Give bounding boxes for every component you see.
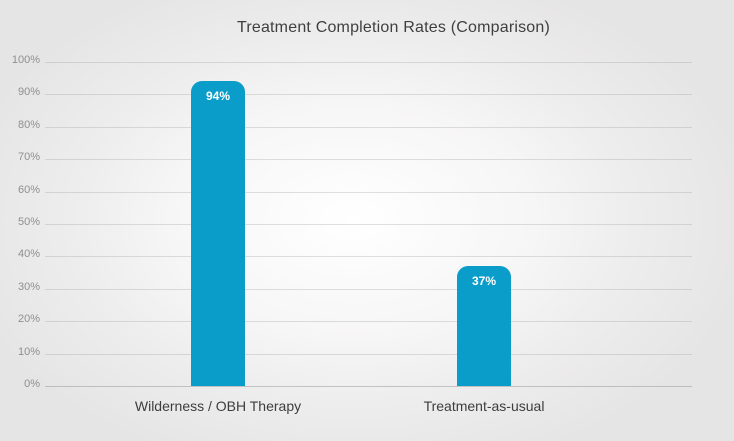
gridline-y20 (45, 321, 692, 322)
y-axis-tick-label: 60% (17, 184, 40, 196)
gridline-y50 (45, 224, 692, 225)
bar-2: 37% (457, 266, 511, 386)
y-axis-tick-label: 80% (17, 119, 40, 131)
y-axis-tick-label: 50% (17, 216, 40, 228)
x-axis-category-label: Wilderness / OBH Therapy (134, 398, 302, 414)
gridline-y30 (45, 289, 692, 290)
gridline-y60 (45, 192, 692, 193)
gridline-y10 (45, 354, 692, 355)
y-axis-tick-label: 30% (17, 281, 40, 293)
bar-value-label: 94% (205, 89, 231, 103)
gridline-y0 (45, 386, 692, 387)
bar-value-label: 37% (471, 274, 497, 288)
gridline-y100 (45, 62, 692, 63)
chart-title: Treatment Completion Rates (Comparison) (236, 19, 551, 36)
bar-1: 94% (191, 81, 245, 386)
gridline-y70 (45, 159, 692, 160)
y-axis-tick-label: 70% (17, 151, 40, 163)
x-axis-category-label: Treatment-as-usual (423, 398, 545, 414)
gridline-y40 (45, 256, 692, 257)
y-axis-tick-label: 10% (17, 346, 40, 358)
y-axis-tick-label: 20% (17, 313, 40, 325)
y-axis-tick-label: 40% (17, 248, 40, 260)
gridline-y80 (45, 127, 692, 128)
gridline-y90 (45, 94, 692, 95)
y-axis-tick-label: 0% (24, 378, 40, 390)
y-axis-tick-label: 90% (17, 86, 40, 98)
y-axis-tick-label: 100% (11, 54, 40, 66)
